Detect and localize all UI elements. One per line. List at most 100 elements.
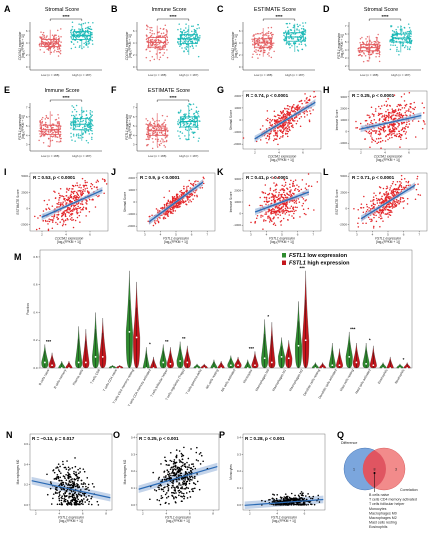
scatter-point: [382, 120, 384, 123]
scatter-point: [51, 227, 54, 229]
scatter-point: [61, 203, 63, 205]
scatter-point: [63, 198, 66, 201]
scatter-point: [270, 125, 273, 127]
y-tick-label: 0.8: [33, 255, 38, 259]
scatter-point: [307, 207, 310, 210]
jitter-point: [294, 33, 296, 35]
scatter-point: [74, 197, 76, 199]
scatter-point: [287, 108, 290, 110]
scatter-point: [288, 126, 290, 128]
jitter-point: [150, 44, 152, 47]
scatter-point: [390, 134, 393, 136]
scatter-point: [297, 104, 299, 106]
scatter-point: [295, 202, 298, 204]
scatter-point: [88, 489, 90, 492]
scatter-point: [296, 206, 298, 209]
jitter-point: [408, 26, 411, 29]
scatter-point: [158, 488, 160, 491]
jitter-point: [378, 52, 380, 54]
jitter-point: [268, 35, 270, 37]
scatter-point: [397, 189, 399, 191]
scatter-point: [260, 216, 262, 218]
significance-bracket: [49, 99, 83, 102]
scatter-point: [268, 121, 271, 123]
jitter-point: [87, 32, 90, 34]
scatter-point: [48, 208, 51, 211]
scatter-point: [396, 191, 399, 194]
scatter-point: [273, 110, 276, 113]
jitter-point: [396, 48, 398, 51]
jitter-point: [263, 39, 265, 41]
x-category-low: Low (n = 188): [148, 73, 166, 77]
jitter-point: [79, 137, 81, 139]
scatter-point: [289, 129, 291, 132]
scatter-point: [368, 132, 371, 135]
scatter-point: [75, 503, 78, 506]
legend-entry: FSTL1 high expression: [289, 261, 350, 267]
jitter-point: [75, 104, 78, 107]
panel-title: ESTIMATE Score: [254, 7, 296, 13]
jitter-point: [184, 128, 187, 131]
scatter-point: [56, 216, 58, 219]
scatter-point: [400, 134, 403, 137]
scatter-point: [286, 135, 289, 138]
scatter-point: [74, 491, 77, 494]
jitter-point: [152, 43, 154, 46]
scatter-point: [287, 105, 289, 107]
scatter-point: [69, 196, 71, 198]
significance-bracket: [49, 18, 83, 21]
jitter-point: [160, 40, 162, 42]
scatter-point: [185, 189, 188, 192]
jitter-point: [288, 33, 290, 35]
y-tick-label: 7: [133, 106, 135, 110]
jitter-point: [57, 48, 59, 51]
jitter-point: [72, 106, 75, 109]
x-axis-label: COL5A1 expression: [374, 155, 403, 159]
scatter-point: [91, 198, 94, 200]
scatter-point: [291, 210, 294, 213]
scatter-point: [163, 203, 166, 206]
y-tick-label: 3: [345, 56, 347, 60]
jitter-point: [56, 122, 59, 125]
scatter-point: [289, 113, 291, 115]
y-tick-label: 0.3: [131, 452, 136, 456]
jitter-point: [404, 34, 406, 36]
violin-median: [355, 361, 358, 364]
panel-title: Immune Score: [44, 88, 79, 94]
jitter-point: [378, 60, 381, 63]
scatter-point: [374, 129, 376, 132]
jitter-point: [51, 114, 53, 116]
scatter-point: [77, 190, 79, 192]
jitter-point: [59, 125, 62, 127]
scatter-point: [298, 108, 300, 110]
scatter-point: [183, 185, 185, 188]
scatter-point: [279, 208, 281, 210]
scatter-point: [265, 200, 268, 203]
scatter-point: [382, 220, 384, 222]
scatter-point: [405, 186, 407, 189]
x-tick-label: 8: [212, 512, 214, 516]
scatter-point: [378, 133, 381, 136]
jitter-point: [87, 27, 90, 30]
scatter-point: [57, 203, 59, 205]
jitter-point: [263, 44, 265, 47]
jitter-point: [56, 131, 58, 134]
jitter-point: [42, 142, 45, 144]
scatter-point: [186, 199, 189, 201]
jitter-point: [156, 146, 159, 148]
jitter-point: [155, 38, 157, 41]
jitter-point: [292, 37, 295, 40]
jitter-point: [160, 126, 162, 129]
scatter-point: [385, 204, 388, 207]
scatter-point: [394, 202, 396, 205]
jitter-point: [166, 127, 168, 129]
jitter-point: [409, 42, 411, 44]
scatter-point: [382, 187, 385, 190]
scatter-point: [56, 503, 59, 506]
jitter-point: [300, 34, 302, 37]
significance-stars: ****: [169, 14, 176, 19]
jitter-point: [83, 46, 85, 48]
jitter-point: [199, 35, 201, 37]
scatter-point: [178, 489, 181, 492]
